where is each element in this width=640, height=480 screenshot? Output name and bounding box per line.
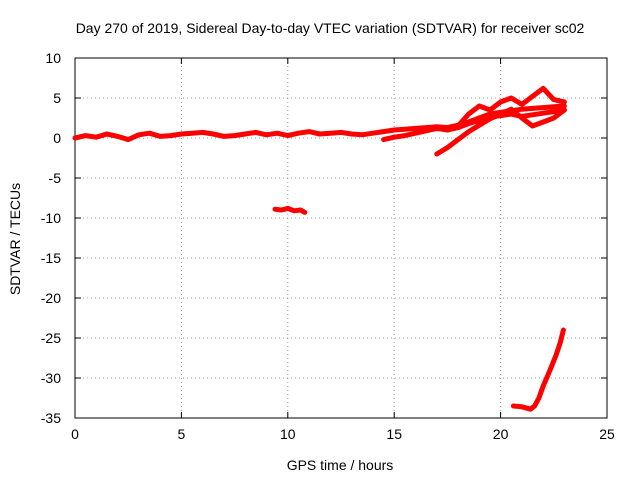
y-tick-label: 5 (53, 90, 61, 106)
y-tick-label: -5 (49, 170, 62, 186)
x-tick-label: 25 (599, 426, 615, 442)
series-layer (72, 85, 567, 412)
y-tick-label: -25 (41, 330, 61, 346)
y-tick-label: -35 (41, 410, 61, 426)
series-arc-mid-dip (272, 205, 308, 215)
grid-layer (75, 58, 607, 418)
y-tick-label: 0 (53, 130, 61, 146)
x-tick-label: 20 (493, 426, 509, 442)
x-tick-label: 15 (386, 426, 402, 442)
series-arc-negative (510, 327, 566, 412)
series-arc-low-rise (381, 107, 567, 143)
y-tick-label: -15 (41, 250, 61, 266)
series-arc-steep (434, 106, 567, 157)
x-axis-label: GPS time / hours (287, 457, 394, 473)
y-tick-label: 10 (45, 50, 61, 66)
y-tick-label: -10 (41, 210, 61, 226)
ticks-layer: 0 5 10 15 20 25 10 5 0 -5 -10 -15 -20 -25 -30 -35 (41, 50, 615, 442)
series-arc-main (72, 103, 567, 143)
chart-title: Day 270 of 2019, Sidereal Day-to-day VTE… (76, 20, 585, 36)
x-tick-label: 10 (280, 426, 296, 442)
x-tick-label: 5 (178, 426, 186, 442)
y-tick-label: -30 (41, 370, 61, 386)
x-tick-label: 0 (71, 426, 79, 442)
series-arc-upper (455, 85, 567, 129)
y-tick-label: -20 (41, 290, 61, 306)
y-axis-label: SDTVAR / TECUs (7, 183, 23, 295)
plot-frame (74, 57, 608, 419)
